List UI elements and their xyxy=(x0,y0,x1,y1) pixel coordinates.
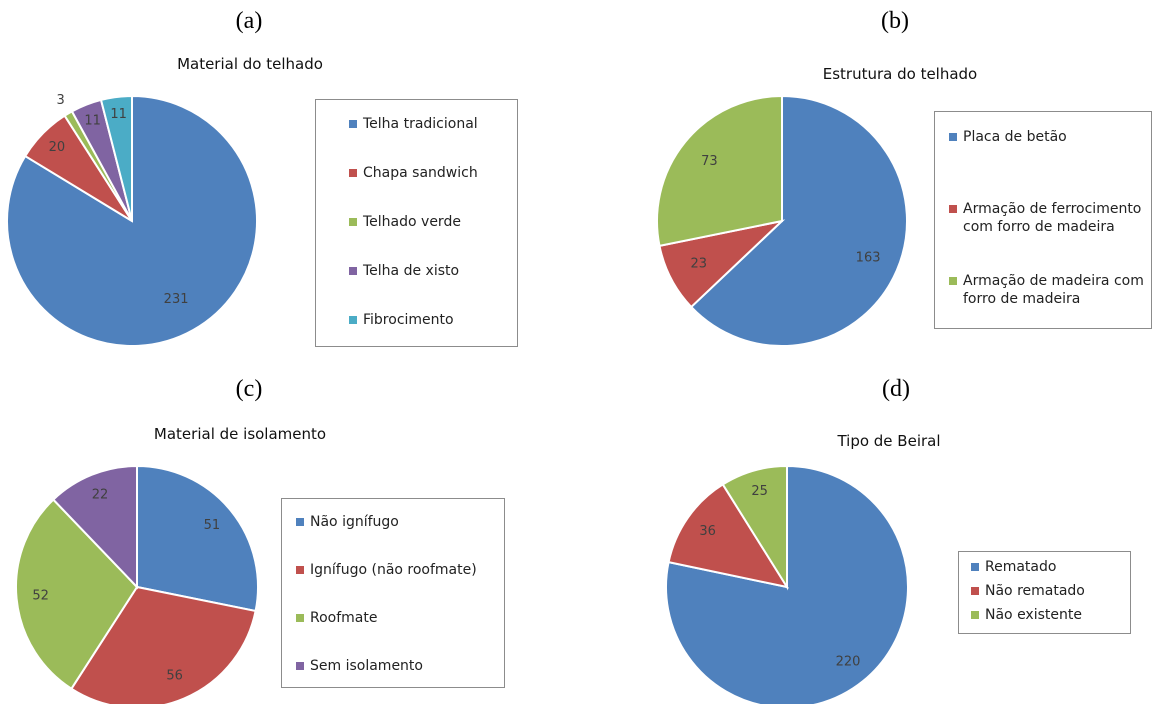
panel-label: (b) xyxy=(881,8,909,34)
legend-label: Não existente xyxy=(985,607,1082,623)
pie-slice xyxy=(136,464,259,613)
legend: Placa de betão Armação de ferrocimento co… xyxy=(934,111,1152,329)
panel-label: (a) xyxy=(235,8,263,34)
legend-item: Rematado xyxy=(971,558,1056,576)
legend-item: Armação de ferrocimento com forro de mad… xyxy=(949,200,1141,236)
data-label: 51 xyxy=(204,518,221,533)
legend-item: Chapa sandwich xyxy=(349,164,478,182)
data-label: 22 xyxy=(92,487,109,502)
legend-item: Armação de madeira com forro de madeira xyxy=(949,272,1144,308)
legend-swatch xyxy=(949,205,957,213)
legend-swatch xyxy=(349,267,357,275)
legend: Não ignífugo Ignífugo (não roofmate) Roofm… xyxy=(281,498,505,688)
pie-slice xyxy=(667,483,790,589)
pie-chart: 231 20 3 11 11 xyxy=(6,93,258,347)
data-label: 20 xyxy=(49,140,66,155)
legend-label: Sem isolamento xyxy=(310,658,423,674)
legend: Rematado Não rematado Não existente xyxy=(958,551,1131,634)
legend-swatch xyxy=(296,566,304,574)
pie-slice xyxy=(70,585,257,704)
data-label: 73 xyxy=(701,154,718,169)
data-label: 36 xyxy=(699,524,716,539)
data-label: 163 xyxy=(856,251,881,266)
legend-swatch xyxy=(349,120,357,128)
pie-slice xyxy=(689,94,908,347)
legend: Telha tradicional Chapa sandwich Telhado v… xyxy=(315,99,518,347)
legend-label: Telha de xisto xyxy=(363,263,460,279)
panel-label: (c) xyxy=(235,376,263,402)
legend-item: Fibrocimento xyxy=(349,311,454,329)
legend-item: Sem isolamento xyxy=(296,657,423,675)
data-label: 3 xyxy=(56,93,64,108)
pie-slice xyxy=(656,94,783,248)
pie-slice xyxy=(51,464,138,590)
legend-swatch xyxy=(296,614,304,622)
legend-label: Fibrocimento xyxy=(363,312,454,328)
pie-chart: 220 36 25 xyxy=(665,464,909,704)
legend-label: Não ignífugo xyxy=(310,514,399,530)
legend-label: Placa de betão xyxy=(963,129,1067,145)
legend-item: Placa de betão xyxy=(949,128,1067,146)
legend-swatch xyxy=(971,611,979,619)
data-label: 52 xyxy=(32,589,49,604)
legend-label: Chapa sandwich xyxy=(363,165,478,181)
legend-label: Telha tradicional xyxy=(363,116,478,132)
legend-item: Telha de xisto xyxy=(349,262,459,280)
legend-swatch xyxy=(296,662,304,670)
data-label: 25 xyxy=(751,484,768,499)
legend-swatch xyxy=(949,133,957,141)
pie-chart: 163 23 73 xyxy=(656,94,908,347)
legend-label: Roofmate xyxy=(310,610,378,626)
legend-swatch xyxy=(349,169,357,177)
legend-label: Rematado xyxy=(985,559,1057,575)
legend-item: Telhado verde xyxy=(349,213,461,231)
pie-slice xyxy=(721,464,788,591)
chart-title: Material do telhado xyxy=(177,55,323,73)
data-label: 56 xyxy=(166,669,183,684)
legend-swatch xyxy=(349,218,357,226)
legend-swatch xyxy=(971,563,979,571)
legend-label: Ignífugo (não roofmate) xyxy=(310,562,477,578)
legend-swatch xyxy=(971,587,979,595)
legend-item: Telha tradicional xyxy=(349,115,478,133)
data-label: 23 xyxy=(691,257,708,272)
pie-slice xyxy=(99,94,133,222)
chart-title: Estrutura do telhado xyxy=(822,65,978,83)
legend-item: Não rematado xyxy=(971,582,1085,600)
data-label: 11 xyxy=(84,114,101,129)
legend-item: Ignífugo (não roofmate) xyxy=(296,561,477,579)
legend-label: Armação de ferrocimento com forro de mad… xyxy=(963,201,1142,235)
legend-swatch xyxy=(296,518,304,526)
data-label: 11 xyxy=(110,107,127,122)
legend-swatch xyxy=(949,277,957,285)
legend-item: Roofmate xyxy=(296,609,377,627)
pie-slice xyxy=(15,498,139,691)
data-label: 220 xyxy=(836,655,861,670)
legend-item: Não existente xyxy=(971,606,1082,624)
chart-title: Material de isolamento xyxy=(153,425,327,443)
legend-label: Telhado verde xyxy=(363,214,461,230)
chart-title: Tipo de Beiral xyxy=(837,432,941,450)
legend-label: Armação de madeira com forro de madeira xyxy=(963,273,1144,307)
legend-item: Não ignífugo xyxy=(296,513,399,531)
panel-label: (d) xyxy=(882,376,910,402)
legend-label: Não rematado xyxy=(985,583,1085,599)
pie-chart: 51 56 52 22 xyxy=(15,464,259,704)
legend-swatch xyxy=(349,316,357,324)
data-label: 231 xyxy=(164,292,189,307)
